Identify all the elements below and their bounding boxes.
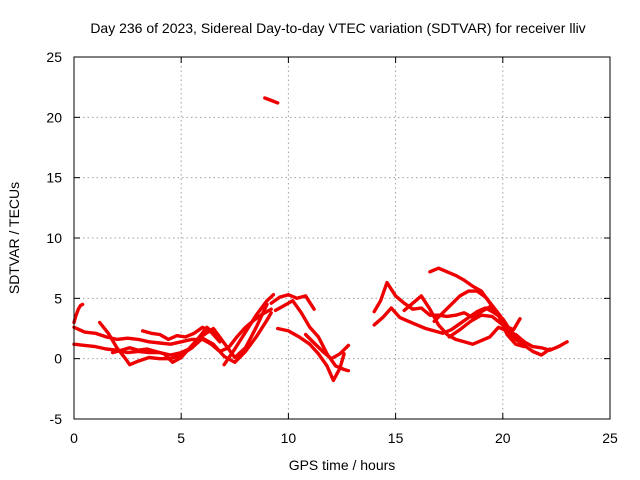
x-tick-label: 0 bbox=[70, 430, 78, 446]
x-tick-label: 25 bbox=[602, 430, 618, 446]
series-arc-14 bbox=[372, 306, 514, 335]
x-tick-label: 5 bbox=[177, 430, 185, 446]
series-arc-2 bbox=[72, 307, 273, 354]
y-tick-label: 20 bbox=[46, 109, 62, 125]
series-arc-6 bbox=[140, 325, 222, 344]
y-tick-label: -5 bbox=[50, 411, 63, 427]
x-tick-label: 15 bbox=[388, 430, 404, 446]
y-tick-label: 10 bbox=[46, 230, 62, 246]
x-axis-label: GPS time / hours bbox=[289, 457, 396, 473]
y-tick-label: 5 bbox=[54, 290, 62, 306]
y-tick-label: 15 bbox=[46, 170, 62, 186]
series-arc-3 bbox=[72, 311, 273, 364]
series-arc-5 bbox=[110, 325, 218, 364]
series-arc-10 bbox=[273, 299, 351, 373]
chart-title: Day 236 of 2023, Sidereal Day-to-day VTE… bbox=[90, 20, 585, 36]
series-arc-7 bbox=[222, 293, 276, 367]
series-arc-8 bbox=[263, 96, 280, 105]
series-arc-1 bbox=[72, 302, 85, 325]
series-arc-19 bbox=[514, 332, 569, 352]
series-arc-11 bbox=[276, 326, 346, 383]
x-tick-label: 20 bbox=[495, 430, 511, 446]
series-arc-18 bbox=[447, 313, 522, 339]
series-arc-17 bbox=[432, 289, 503, 323]
series-arc-9 bbox=[269, 293, 316, 311]
series-arc-4 bbox=[97, 302, 269, 367]
y-axis-label: SDTVAR / TECUs bbox=[6, 182, 22, 294]
y-tick-label: 25 bbox=[46, 49, 62, 65]
series-arc-12 bbox=[303, 332, 351, 361]
y-tick-label: 0 bbox=[54, 351, 62, 367]
x-tick-label: 10 bbox=[281, 430, 297, 446]
series-arc-15 bbox=[402, 294, 552, 357]
